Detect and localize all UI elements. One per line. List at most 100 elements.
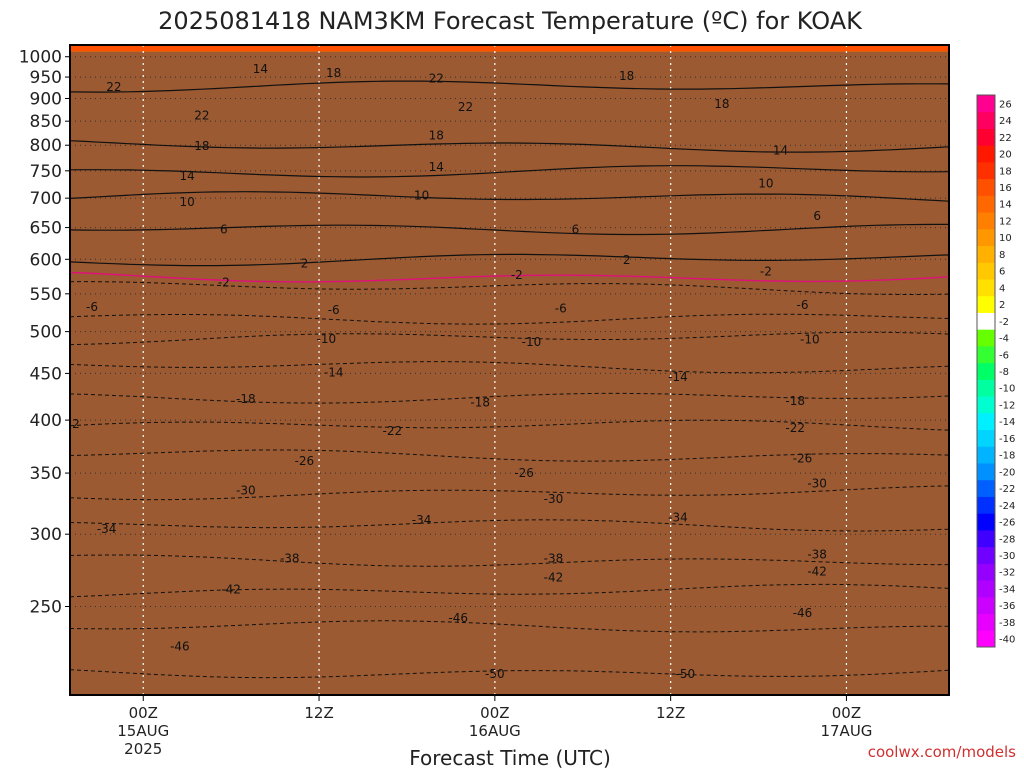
- contour-line: [70, 271, 949, 283]
- colorbar-swatch: [977, 362, 995, 380]
- y-tick-label: 500: [30, 323, 62, 343]
- contour-label: 2: [301, 256, 309, 270]
- colorbar-swatch: [977, 279, 995, 297]
- colorbar-label: 14: [999, 200, 1012, 211]
- x-tick-label: 00Z: [129, 704, 158, 722]
- colorbar-label: -26: [999, 518, 1015, 529]
- x-tick-label: 2025: [124, 740, 162, 758]
- contour-label: -26: [793, 452, 813, 466]
- contour-label: 2: [623, 253, 631, 267]
- contour-label: 14: [429, 160, 444, 174]
- colorbar-label: -30: [999, 551, 1015, 562]
- chart-title: 2025081418 NAM3KM Forecast Temperature (…: [158, 7, 863, 35]
- colorbar-swatch: [977, 178, 995, 196]
- contour-label: 18: [714, 97, 729, 111]
- y-tick-label: 600: [30, 250, 62, 270]
- colorbar-swatch: [977, 513, 995, 531]
- colorbar-label: -28: [999, 534, 1015, 545]
- colorbar-label: -24: [999, 501, 1015, 512]
- y-tick-label: 750: [30, 162, 62, 182]
- contour-line: [70, 80, 949, 93]
- contour-label: 14: [253, 62, 268, 76]
- colorbar-label: -6: [999, 350, 1009, 361]
- contour-label: -6: [555, 302, 567, 316]
- colorbar-label: -10: [999, 384, 1015, 395]
- colorbar-swatch: [977, 111, 995, 129]
- contour-label: 6: [813, 209, 821, 223]
- contour-labels: -50 -50 -46 -46 -46 -42 -42 -42 -38 -38 -38 -34 -34 -…: [60, 62, 827, 681]
- contour-label: -2: [511, 268, 523, 282]
- x-tick-label: 16AUG: [469, 722, 521, 740]
- colorbar-label: -40: [999, 635, 1015, 646]
- contour-label: -50: [675, 667, 695, 681]
- colorbar-swatch: [977, 563, 995, 581]
- contour-label: -22: [382, 424, 402, 438]
- colorbar-swatch: [977, 446, 995, 464]
- colorbar-label: -16: [999, 434, 1015, 445]
- contour-line: [70, 140, 949, 153]
- contour-label: -42: [221, 582, 241, 596]
- contour-label: -22: [60, 417, 80, 431]
- colorbar-label: -12: [999, 400, 1015, 411]
- x-tick-label: 17AUG: [820, 722, 872, 740]
- contour-line: [70, 223, 949, 236]
- y-tick-label: 650: [30, 219, 62, 239]
- x-tick-label: 15AUG: [117, 722, 169, 740]
- contour-label: -6: [797, 298, 809, 312]
- colorbar-label: 16: [999, 183, 1012, 194]
- colorbar-swatch: [977, 412, 995, 431]
- colorbar-swatch: [977, 345, 995, 364]
- colorbar-swatch: [977, 161, 995, 180]
- colorbar-frame: [976, 94, 996, 648]
- contour-line: [70, 253, 949, 267]
- colorbar-label: 26: [999, 99, 1012, 110]
- colorbar-swatch: [977, 613, 995, 631]
- colorbar-label: -14: [999, 417, 1015, 428]
- colorbar-swatch: [977, 195, 995, 213]
- y-tick-label: 450: [30, 364, 62, 384]
- colorbar-swatch: [977, 479, 995, 497]
- contour-label: 10: [180, 195, 195, 209]
- colorbar-swatch: [977, 95, 995, 113]
- contour-label: 6: [220, 222, 228, 236]
- colorbar-label: 2: [999, 300, 1005, 311]
- colorbar-label: -34: [999, 584, 1015, 595]
- credit-text[interactable]: coolwx.com/models: [868, 743, 1016, 761]
- contour-label: -22: [785, 421, 805, 435]
- colorbar-label: 6: [999, 267, 1005, 278]
- colorbar-label: -4: [999, 334, 1009, 345]
- y-tick-label: 550: [30, 285, 62, 305]
- contour-label: 18: [194, 139, 209, 153]
- colorbar-label: -20: [999, 467, 1015, 478]
- contour-label: -10: [800, 333, 820, 347]
- y-tick-label: 850: [30, 112, 62, 132]
- colorbar-label: 18: [999, 166, 1012, 177]
- contour-label: -18: [470, 396, 490, 410]
- colorbar-swatch: [977, 429, 995, 447]
- colorbar-swatch: [977, 212, 995, 230]
- colorbar-label: -38: [999, 618, 1015, 629]
- colorbar-swatch: [977, 379, 995, 397]
- contour-label: 14: [773, 144, 788, 158]
- colorbar-swatch: [977, 329, 995, 347]
- contour-label: -26: [514, 466, 534, 480]
- contour-line: [70, 191, 949, 202]
- colorbar: -40-38-36-34-32-30-28-26-24-22-20-18-16-…: [976, 94, 1015, 648]
- contour-label: 10: [758, 177, 773, 191]
- colorbar-label: 20: [999, 150, 1012, 161]
- contour-label: -46: [448, 611, 468, 625]
- contour-label: -34: [97, 522, 117, 536]
- colorbar-swatch: [977, 128, 995, 146]
- plot-frame: [69, 44, 950, 696]
- colorbar-swatch: [977, 463, 995, 481]
- x-tick-label: 00Z: [832, 704, 861, 722]
- colorbar-label: -36: [999, 601, 1015, 612]
- y-tick-label: 1000: [19, 48, 62, 68]
- contour-label: -26: [295, 454, 315, 468]
- contour-label: -34: [412, 513, 432, 527]
- colorbar-swatch: [977, 145, 995, 163]
- contour-label: -38: [544, 552, 564, 566]
- ground-surface: [70, 51, 949, 695]
